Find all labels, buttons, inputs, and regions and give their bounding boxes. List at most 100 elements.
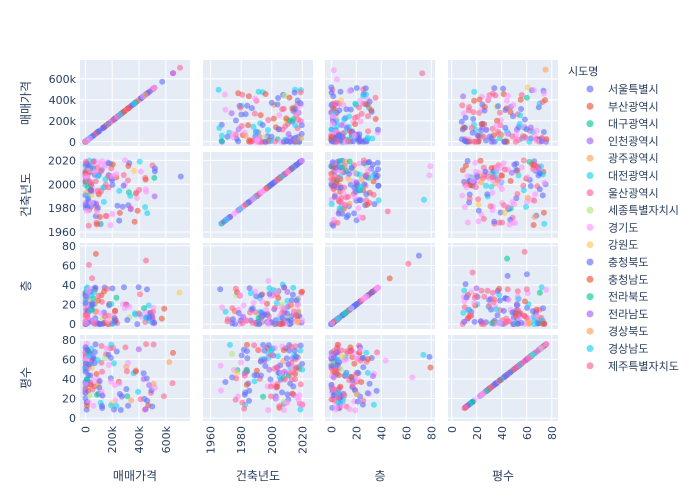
- data-point: [88, 199, 95, 206]
- legend-item[interactable]: 경기도: [586, 221, 639, 234]
- legend-item[interactable]: 인천광역시: [586, 134, 659, 148]
- data-point: [160, 393, 167, 400]
- data-point: [101, 313, 108, 320]
- data-point: [141, 305, 147, 312]
- legend-item[interactable]: 광주광역시: [586, 152, 659, 165]
- data-point: [368, 107, 375, 114]
- data-point: [478, 179, 485, 186]
- data-point: [502, 138, 509, 145]
- data-point: [241, 405, 248, 412]
- data-point: [293, 365, 300, 372]
- data-point: [259, 122, 266, 128]
- data-point: [276, 112, 283, 119]
- data-point: [343, 106, 350, 113]
- legend-label: 세종특별자치시: [608, 204, 679, 217]
- data-point: [523, 126, 530, 133]
- legend-item[interactable]: 경상남도: [586, 343, 649, 356]
- y-tick-label: 40: [62, 373, 76, 386]
- data-point: [116, 217, 123, 224]
- data-point: [288, 297, 295, 304]
- data-point: [95, 204, 101, 211]
- legend-item[interactable]: 서울특별시: [586, 83, 659, 96]
- legend-item[interactable]: 울산광역시: [586, 187, 659, 200]
- data-point: [299, 288, 305, 295]
- data-point: [543, 341, 550, 348]
- data-point: [256, 321, 263, 328]
- data-point: [348, 305, 355, 312]
- data-point: [523, 314, 530, 321]
- data-point: [496, 219, 503, 226]
- data-point: [337, 88, 344, 95]
- data-point: [360, 157, 367, 164]
- data-point: [89, 386, 96, 393]
- legend-item[interactable]: 대구광역시: [586, 118, 659, 131]
- data-point: [121, 284, 127, 291]
- data-point: [280, 347, 287, 354]
- legend-item[interactable]: 전라남도: [586, 308, 649, 321]
- data-point: [265, 313, 272, 320]
- data-point: [374, 285, 380, 292]
- legend-item[interactable]: 충청남도: [586, 273, 649, 286]
- data-point: [329, 112, 336, 119]
- data-point: [459, 192, 466, 199]
- data-point: [86, 261, 92, 268]
- x-tick-label: 60: [400, 426, 413, 440]
- data-point: [102, 213, 109, 219]
- data-point: [460, 125, 467, 131]
- data-point: [341, 116, 347, 123]
- data-point: [151, 165, 158, 172]
- data-point: [478, 121, 485, 128]
- data-point: [96, 214, 103, 220]
- data-point: [345, 176, 352, 183]
- data-point: [356, 97, 363, 104]
- data-point: [151, 174, 158, 181]
- data-point: [334, 356, 341, 363]
- data-point: [288, 343, 294, 350]
- legend-item[interactable]: 충청북도: [586, 256, 649, 269]
- legend-marker: [586, 327, 594, 335]
- data-point: [82, 389, 89, 396]
- data-point: [265, 277, 272, 284]
- legend-item[interactable]: 대전광역시: [586, 170, 659, 183]
- data-point: [280, 105, 287, 112]
- data-point: [358, 379, 365, 385]
- data-point: [352, 121, 359, 128]
- data-point: [355, 205, 362, 212]
- legend-item[interactable]: 부산광역시: [586, 100, 659, 113]
- data-point: [151, 85, 157, 92]
- legend-item[interactable]: 세종특별자치시: [586, 204, 679, 217]
- legend-item[interactable]: 전라북도: [586, 291, 649, 304]
- data-point: [275, 126, 282, 133]
- data-point: [99, 405, 106, 411]
- data-point: [274, 353, 281, 360]
- data-point: [298, 122, 305, 129]
- data-point: [355, 104, 362, 111]
- data-point: [131, 100, 138, 107]
- data-point: [95, 128, 102, 135]
- data-point: [351, 210, 358, 217]
- data-point: [217, 286, 224, 293]
- data-point: [274, 101, 281, 108]
- data-point: [345, 138, 352, 145]
- data-point: [358, 176, 365, 183]
- data-point: [127, 206, 134, 213]
- data-point: [328, 170, 335, 177]
- data-point: [267, 383, 274, 390]
- data-point: [369, 135, 376, 142]
- x-tick-label: 20: [350, 426, 363, 440]
- legend-item[interactable]: 제주특별자치도: [586, 360, 679, 373]
- legend-item[interactable]: 경상북도: [586, 325, 649, 338]
- data-point: [470, 116, 477, 122]
- data-point: [504, 371, 511, 378]
- data-point: [505, 92, 511, 99]
- data-point: [240, 302, 247, 309]
- data-point: [478, 318, 484, 325]
- legend-item[interactable]: 강원도: [586, 239, 639, 252]
- data-point: [335, 399, 342, 406]
- data-point: [373, 387, 380, 394]
- data-point: [366, 380, 373, 387]
- data-point: [483, 126, 490, 133]
- data-point: [472, 159, 479, 166]
- data-point: [242, 133, 249, 139]
